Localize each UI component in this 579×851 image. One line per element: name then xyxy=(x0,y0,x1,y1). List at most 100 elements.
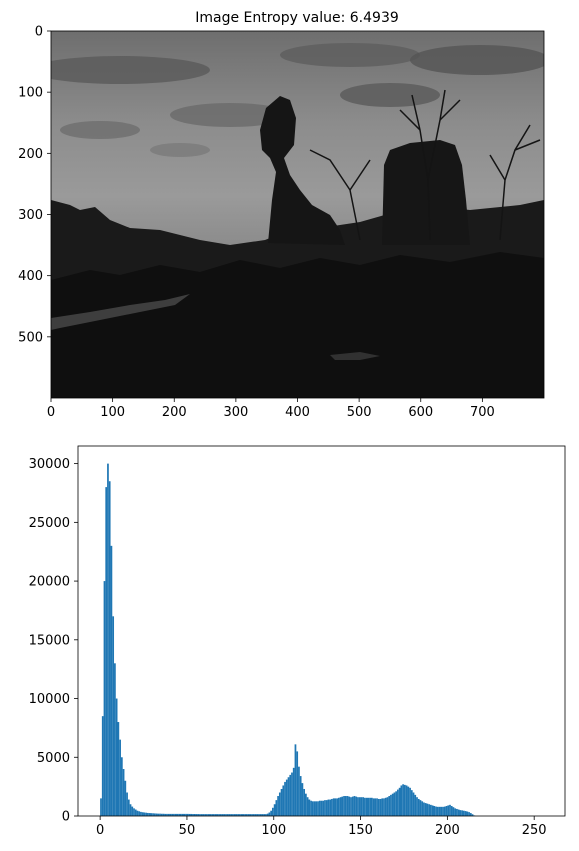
histogram-bar xyxy=(454,808,457,816)
histogram-bar xyxy=(320,800,323,816)
image-y-tick-label: 400 xyxy=(18,269,43,284)
histogram-bar xyxy=(336,798,338,816)
image-x-tick-label: 100 xyxy=(100,405,125,420)
histogram-bar xyxy=(192,814,194,816)
histogram-bar xyxy=(362,797,365,816)
histogram-bar xyxy=(131,806,134,816)
image-y-axis: 0 100 200 300 400 500 xyxy=(18,25,51,345)
grayscale-photo xyxy=(51,31,544,398)
histogram-bar xyxy=(122,769,125,816)
histogram-bar xyxy=(173,813,175,816)
histogram-bar xyxy=(414,794,417,816)
histogram-bar xyxy=(254,814,257,816)
histogram-bar xyxy=(140,811,142,816)
histogram-bar xyxy=(299,776,302,816)
histogram-bar xyxy=(183,813,186,816)
histogram-bar xyxy=(471,814,474,816)
histogram-bar xyxy=(364,797,366,816)
histogram-bar xyxy=(252,814,255,816)
histogram-bar xyxy=(160,813,163,816)
image-y-tick-label: 0 xyxy=(35,25,43,40)
histogram-bar xyxy=(100,798,102,816)
histogram-bar xyxy=(353,796,356,816)
histogram-y-tick-label: 30000 xyxy=(29,457,70,472)
histogram-bar xyxy=(202,814,205,816)
histogram-bar xyxy=(117,722,120,816)
histogram-bar xyxy=(114,663,116,816)
histogram-bar xyxy=(167,813,170,816)
histogram-y-tick-label: 20000 xyxy=(29,575,70,590)
histogram-bar xyxy=(445,806,448,816)
image-y-tick-label: 500 xyxy=(18,330,43,345)
histogram-bar xyxy=(171,813,174,816)
image-x-tick-label: 300 xyxy=(223,405,248,420)
histogram-x-tick-label: 250 xyxy=(522,823,547,838)
histogram-bar xyxy=(469,813,472,816)
histogram-bar xyxy=(273,804,276,816)
histogram-bar xyxy=(278,792,281,816)
histogram-bar xyxy=(301,783,304,816)
image-x-axis: 0 100 200 300 400 500 600 700 xyxy=(47,398,495,420)
histogram-bar xyxy=(157,813,160,816)
histogram-bar xyxy=(120,757,123,816)
histogram-bar xyxy=(169,813,172,816)
histogram-bar xyxy=(386,797,389,816)
histogram-bar xyxy=(291,772,293,816)
histogram-bar xyxy=(221,814,224,816)
histogram-bar xyxy=(350,797,352,816)
histogram-bar xyxy=(209,814,212,816)
histogram-bar xyxy=(110,545,113,816)
histogram-bar xyxy=(355,796,358,816)
histogram-bar xyxy=(369,797,371,816)
histogram-bar xyxy=(127,799,130,816)
histogram-bar xyxy=(433,806,436,816)
histogram-x-tick-label: 200 xyxy=(435,823,460,838)
histogram-bar xyxy=(147,812,149,816)
histogram-bar xyxy=(367,797,370,816)
histogram-bar xyxy=(313,801,316,816)
histogram-bar xyxy=(322,800,325,816)
histogram-bar xyxy=(230,814,233,816)
histogram-bar xyxy=(294,744,297,816)
histogram-bars xyxy=(100,463,476,816)
histogram-bar xyxy=(395,791,398,816)
histogram-bar xyxy=(235,814,238,816)
histogram-bar xyxy=(195,814,198,816)
histogram-bar xyxy=(431,805,434,816)
histogram-bar xyxy=(462,810,465,816)
histogram-bar xyxy=(141,812,144,816)
histogram-bar xyxy=(456,808,458,816)
histogram-bar xyxy=(372,798,375,816)
histogram-bar xyxy=(275,800,278,816)
histogram-y-tick-label: 0 xyxy=(62,810,70,825)
histogram-bar xyxy=(284,781,286,816)
histogram-x-axis: 0 50 100 150 200 250 xyxy=(96,816,547,838)
image-x-tick-label: 700 xyxy=(470,405,495,420)
histogram-bar xyxy=(468,812,470,816)
histogram-bar xyxy=(436,806,439,816)
histogram-bar xyxy=(351,796,354,816)
histogram-bar xyxy=(280,788,283,816)
histogram-bar xyxy=(152,813,154,816)
histogram-bar xyxy=(282,785,285,816)
histogram-bar xyxy=(178,813,181,816)
histogram-bar xyxy=(296,751,299,816)
histogram-bar xyxy=(266,813,269,816)
histogram-bar xyxy=(242,814,245,816)
histogram-bar xyxy=(263,814,266,816)
histogram-bar xyxy=(315,801,318,816)
histogram-bar xyxy=(176,813,179,816)
histogram-bar xyxy=(237,814,240,816)
histogram-bar xyxy=(365,797,368,816)
histogram-bar xyxy=(391,793,394,816)
histogram-bar xyxy=(449,804,451,816)
histogram-bar xyxy=(464,811,467,816)
histogram-bar xyxy=(188,813,191,816)
histogram-bar xyxy=(185,813,187,816)
image-x-tick-label: 500 xyxy=(347,405,372,420)
histogram-bar xyxy=(438,806,441,816)
histogram-bar xyxy=(376,798,378,816)
histogram-bar xyxy=(428,804,431,816)
histogram-bar xyxy=(409,787,411,816)
histogram-bar xyxy=(244,814,246,816)
